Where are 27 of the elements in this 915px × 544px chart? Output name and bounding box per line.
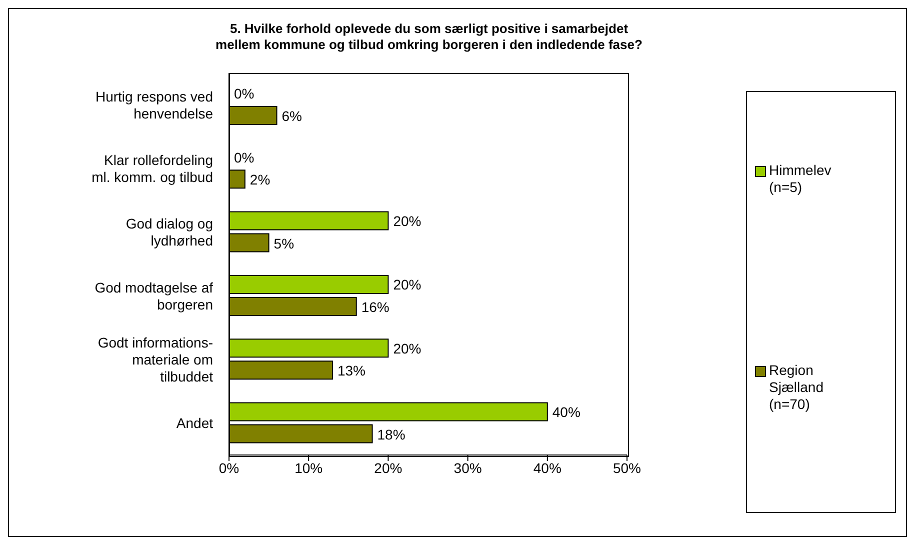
legend-label: Region Sjælland (n=70): [769, 362, 824, 413]
y-tick-label: Andet: [176, 415, 214, 432]
data-label: 0%: [234, 86, 254, 102]
y-tick-label: God modtagelse af borgeren: [94, 279, 214, 312]
x-tick-label: 10%: [294, 460, 323, 476]
data-label: 18%: [377, 426, 406, 442]
x-tick-label: 30%: [454, 460, 482, 476]
x-tick-label: 40%: [533, 460, 562, 476]
data-label: 16%: [361, 299, 390, 316]
x-tick-label: 50%: [612, 460, 642, 476]
data-label: 40%: [552, 404, 580, 420]
x-tick-label: 0%: [218, 460, 240, 476]
data-label: 20%: [393, 276, 422, 293]
y-tick-label: God dialog og lydhørhed: [126, 216, 213, 249]
x-tick-label: 20%: [374, 460, 402, 476]
y-tick-label: Klar rollefordeling ml. komm. og tilbud: [92, 152, 213, 185]
chart-title: 5. Hvilke forhold oplevede du som særligt positive i samarbejdet mellem kommune og tilbud omkring borgeren i den indledende fase?: [214, 21, 644, 53]
y-tick-label: Hurtig respons ved henvendelse: [95, 88, 214, 122]
data-label: 5%: [274, 235, 294, 252]
data-label: 6%: [282, 108, 302, 124]
data-label: 13%: [337, 362, 366, 379]
y-tick-label: Godt informations-materiale om tilbuddet: [98, 334, 214, 384]
data-label: 20%: [393, 212, 422, 229]
legend-label: Himmelev (n=5): [769, 162, 832, 196]
data-label: 2%: [250, 172, 270, 188]
data-label: 20%: [393, 340, 422, 356]
data-label: 0%: [234, 149, 254, 166]
